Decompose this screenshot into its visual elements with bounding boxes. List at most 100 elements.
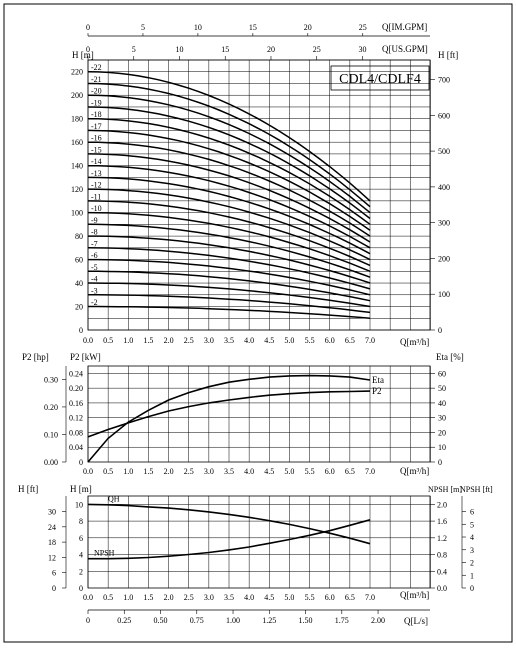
x-tick-label: 5.5	[305, 467, 315, 476]
qh-ft-tick-label: 24	[48, 523, 56, 532]
power-x-axis-label: Q[m³/h]	[400, 466, 429, 476]
head-curve	[87, 164, 371, 249]
ls-tick-label: 1.75	[335, 616, 349, 625]
x-tick-label: 0.0	[83, 593, 93, 602]
p2-kw-tick-label: 0.20	[69, 384, 83, 393]
im-gpm-tick-label: 20	[304, 23, 312, 32]
qh-x-axis-label: Q[m³/h]	[400, 590, 429, 600]
npsh-ft-tick-label: 3	[470, 546, 474, 555]
head-curve-label: -20	[91, 87, 102, 96]
head-curve	[87, 117, 371, 225]
npsh-ft-tick-label: 5	[470, 520, 474, 529]
qh-m-tick-label: 0	[79, 584, 83, 593]
eta-tick-label: 60	[438, 369, 446, 378]
x-tick-label: 3.0	[204, 336, 214, 345]
head-curve-label: -19	[91, 98, 102, 107]
npsh-ft-tick-label: 1	[470, 571, 474, 580]
npsh-ft-tick-label: 2	[470, 559, 474, 568]
x-tick-label: 4.5	[264, 467, 274, 476]
us-gpm-tick-label: 25	[313, 45, 321, 54]
npsh-m-tick-label: 2.0	[437, 500, 447, 509]
model-title-box	[330, 65, 430, 91]
x-tick-label: 1.0	[123, 467, 133, 476]
qh-ft-tick-label: 12	[48, 553, 56, 562]
x-tick-label: 4.5	[264, 593, 274, 602]
eta-tick-label: 20	[438, 428, 446, 437]
us-gpm-axis-label: Q[US.GPM]	[382, 44, 428, 54]
head-curve-label: -5	[91, 263, 98, 272]
x-tick-label: 5.0	[284, 593, 294, 602]
head-curve-label: -16	[91, 134, 102, 143]
x-tick-label: 2.5	[184, 336, 194, 345]
head-curve-label: -17	[91, 122, 102, 131]
x-tick-label: 1.0	[123, 593, 133, 602]
eta-tick-label: 30	[438, 414, 446, 423]
x-tick-label: 2.0	[164, 593, 174, 602]
x-tick-label: 6.0	[325, 593, 335, 602]
p2-hp-axis-label: P2 [hp]	[22, 352, 49, 362]
x-tick-label: 0.0	[83, 336, 93, 345]
npsh-m-tick-label: 0.0	[437, 584, 447, 593]
head-curve	[88, 305, 371, 320]
x-tick-label: 7.0	[365, 467, 375, 476]
head-ft-tick-label: 300	[438, 219, 450, 228]
head-m-tick-label: 80	[75, 232, 83, 241]
x-tick-label: 1.5	[143, 467, 153, 476]
head-curve-label: -2	[91, 298, 98, 307]
p2-curve	[87, 390, 371, 438]
x-tick-label: 6.0	[325, 467, 335, 476]
head-curve	[87, 188, 371, 261]
p2-curve-label: P2	[372, 386, 382, 396]
npsh-m-axis-label: NPSH [m]	[428, 485, 462, 494]
ls-tick-label: 0.25	[117, 616, 131, 625]
x-tick-label: 6.5	[345, 593, 355, 602]
x-tick-label: 0.0	[83, 467, 93, 476]
head-curve	[87, 282, 371, 308]
head-curve-label: -10	[91, 204, 102, 213]
x-tick-label: 4.0	[244, 593, 254, 602]
head-curve	[87, 247, 371, 290]
head-curve-label: -9	[91, 216, 98, 225]
ls-axis-label: Q[L/s]	[404, 616, 428, 626]
head-x-axis-label: Q[m³/h]	[400, 337, 429, 347]
qh-ft-axis-label: H [ft]	[18, 484, 38, 494]
x-tick-label: 2.0	[164, 336, 174, 345]
head-ft-tick-label: 600	[438, 111, 450, 120]
eta-curve-label: Eta	[372, 375, 384, 385]
x-tick-label: 7.0	[365, 336, 375, 345]
x-tick-label: 0.5	[103, 467, 113, 476]
npsh-ft-tick-label: 6	[470, 508, 474, 517]
qh-m-tick-label: 2	[79, 567, 83, 576]
im-gpm-tick-label: 15	[249, 23, 257, 32]
npsh-curve-label: NPSH	[94, 549, 115, 558]
npsh-m-tick-label: 0.4	[437, 567, 447, 576]
us-gpm-tick-label: 5	[132, 45, 136, 54]
chart-title: CDL4/CDLF4	[339, 72, 421, 87]
npsh-ft-axis-label: NPSH [ft]	[460, 485, 493, 494]
p2-hp-tick-label: 0.00	[44, 458, 58, 467]
eta-tick-label: 0	[438, 458, 442, 467]
npsh-curve	[88, 519, 371, 560]
ls-tick-label: 0	[86, 616, 90, 625]
x-tick-label: 2.5	[184, 593, 194, 602]
head-curve-label: -18	[91, 110, 102, 119]
x-tick-label: 4.5	[264, 336, 274, 345]
head-curve	[87, 211, 371, 272]
head-m-tick-label: 0	[79, 326, 83, 335]
eta-tick-label: 40	[438, 399, 446, 408]
head-curve-label: -3	[91, 286, 98, 295]
npsh-m-tick-label: 1.6	[437, 517, 447, 526]
x-tick-label: 1.5	[143, 336, 153, 345]
plot-frame	[87, 495, 431, 589]
us-gpm-tick-label: 10	[175, 45, 183, 54]
ls-tick-label: 1.00	[226, 616, 240, 625]
head-m-tick-label: 20	[75, 303, 83, 312]
x-tick-label: 3.0	[204, 467, 214, 476]
qh-m-tick-label: 10	[75, 500, 83, 509]
im-gpm-tick-label: 0	[86, 23, 90, 32]
qh-m-tick-label: 8	[79, 517, 83, 526]
ls-tick-label: 2.00	[371, 616, 385, 625]
x-tick-label: 6.5	[345, 467, 355, 476]
us-gpm-tick-label: 15	[221, 45, 229, 54]
